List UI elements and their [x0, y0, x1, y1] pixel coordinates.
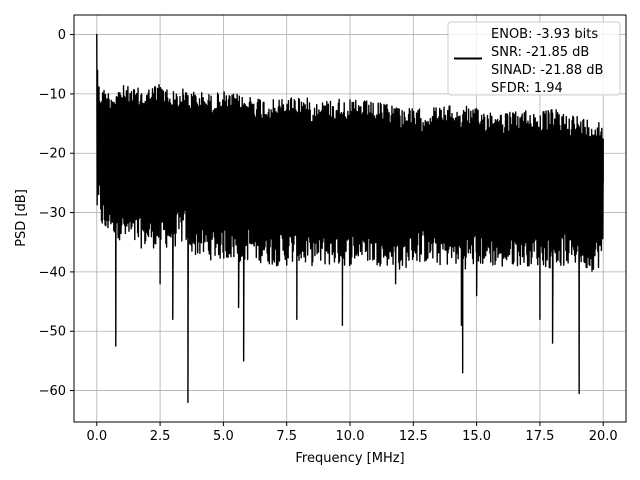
x-tick-label: 5.0: [213, 429, 234, 444]
y-tick-label: −30: [39, 206, 66, 221]
y-tick-label: −10: [39, 87, 66, 102]
x-tick-label: 12.5: [399, 429, 428, 444]
y-axis-ticks: 0 −10 −20 −30 −40 −50 −60: [39, 28, 74, 399]
y-tick-label: −50: [39, 325, 66, 340]
x-tick-label: 2.5: [150, 429, 171, 444]
x-tick-label: 0.0: [86, 429, 107, 444]
legend-line-text: SINAD: -21.88 dB: [491, 63, 603, 78]
legend-label: ENOB: -3.93 bits SNR: -21.85 dB SINAD: -21…: [491, 27, 603, 96]
y-axis-label: PSD [dB]: [14, 189, 29, 247]
x-tick-label: 10.0: [336, 429, 365, 444]
legend-line-text: ENOB: -3.93 bits: [491, 27, 598, 42]
legend-line-text: SNR: -21.85 dB: [491, 45, 589, 60]
x-tick-label: 17.5: [525, 429, 554, 444]
series-layer: [96, 33, 604, 404]
x-tick-label: 15.0: [462, 429, 491, 444]
y-tick-label: −60: [39, 384, 66, 399]
x-tick-label: 20.0: [589, 429, 618, 444]
plot-area: [96, 33, 604, 404]
x-axis-label: Frequency [MHz]: [295, 451, 404, 466]
legend-box: [447, 21, 621, 96]
y-tick-label: −40: [39, 265, 66, 280]
psd-series-line: [96, 33, 604, 404]
x-axis-ticks: 0.0 2.5 5.0 7.5 10.0 12.5 15.0 17.5 20.0: [86, 422, 618, 444]
legend-line-text: SFDR: 1.94: [491, 81, 563, 96]
y-tick-label: 0: [58, 28, 66, 43]
x-tick-label: 7.5: [276, 429, 297, 444]
legend: ENOB: -3.93 bits SNR: -21.85 dB SINAD: -21…: [447, 21, 621, 96]
y-tick-label: −20: [39, 147, 66, 162]
